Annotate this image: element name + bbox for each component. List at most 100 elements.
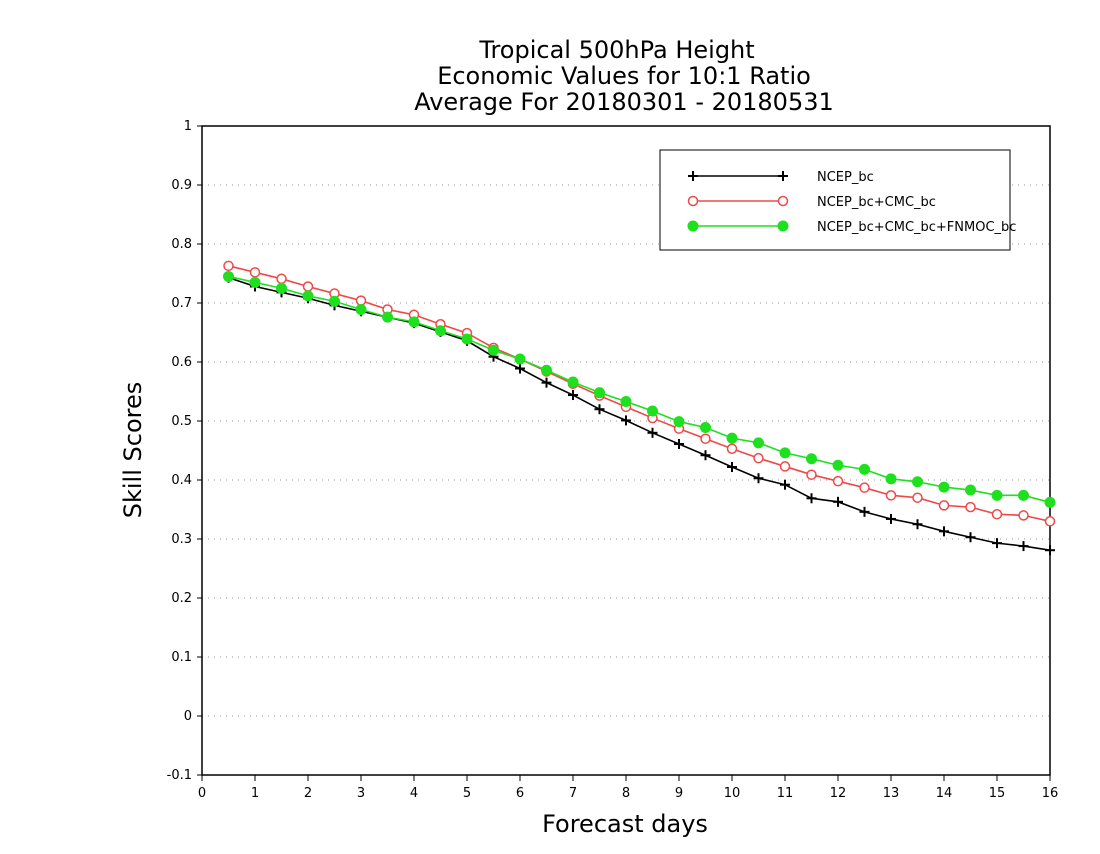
x-tick-label: 3 <box>357 786 365 801</box>
y-tick-label: 0.4 <box>171 473 192 488</box>
y-tick-label: 0.1 <box>171 650 192 665</box>
x-tick-label: 11 <box>777 786 794 801</box>
data-point <box>1044 496 1056 508</box>
data-point <box>726 443 738 454</box>
data-point <box>594 387 605 399</box>
data-point <box>276 282 287 294</box>
legend: NCEP_bc NCEP_bc+CMC_bc NCEP_bc+CMC_bc+FNMO… <box>659 149 1016 251</box>
series-line <box>228 276 1051 552</box>
data-point <box>753 473 764 484</box>
data-point <box>939 526 949 537</box>
data-point <box>779 461 791 472</box>
x-tick-label: 16 <box>1042 786 1059 801</box>
data-point <box>912 519 923 530</box>
x-tick-label: 7 <box>569 786 577 801</box>
data-point <box>1044 516 1056 527</box>
data-point <box>620 396 632 408</box>
data-point <box>832 475 844 487</box>
y-tick-label: 0 <box>184 709 192 724</box>
x-tick-label: 8 <box>622 786 630 801</box>
data-point <box>1018 510 1029 521</box>
data-point <box>223 270 234 282</box>
chart-title-line-3: Average For 20180301 - 20180531 <box>414 88 834 116</box>
data-point <box>514 353 526 365</box>
data-point <box>965 501 976 513</box>
data-point <box>594 404 605 415</box>
data-point <box>673 416 685 428</box>
data-point <box>647 405 658 417</box>
data-point <box>912 476 923 488</box>
x-tick-label: 6 <box>516 786 524 801</box>
data-point <box>885 490 897 501</box>
y-tick-label: -0.1 <box>167 768 192 783</box>
legend-label: NCEP_bc+CMC_bc <box>817 195 936 210</box>
data-point <box>435 325 446 337</box>
data-point <box>382 311 393 323</box>
data-point <box>355 303 367 315</box>
data-point <box>753 452 764 464</box>
data-point <box>779 447 791 459</box>
series-group <box>223 260 1056 556</box>
data-point <box>329 295 340 307</box>
x-tick-label: 15 <box>989 786 1006 801</box>
data-point <box>859 506 870 517</box>
x-tick-label: 4 <box>410 786 418 801</box>
data-point <box>991 508 1003 520</box>
data-point <box>700 433 711 444</box>
y-tick-label: 0.7 <box>171 296 192 311</box>
x-tick-label: 9 <box>675 786 683 801</box>
chart-title-line-2: Economic Values for 10:1 Ratio <box>437 62 811 90</box>
data-point <box>355 295 367 306</box>
data-point <box>674 439 684 450</box>
data-point <box>249 276 261 288</box>
data-point <box>700 421 711 433</box>
data-point <box>777 195 789 207</box>
x-tick-label: 2 <box>304 786 312 801</box>
data-point <box>302 281 314 292</box>
data-point <box>992 538 1002 549</box>
data-point <box>1018 541 1029 552</box>
data-point <box>965 532 976 543</box>
data-point <box>567 376 579 388</box>
y-tick-label: 0.2 <box>171 591 192 606</box>
data-point <box>688 171 698 181</box>
series-1 <box>223 272 1055 556</box>
data-point <box>806 469 817 480</box>
data-point <box>541 377 552 388</box>
series-line <box>228 275 1051 504</box>
data-point <box>515 363 525 374</box>
data-point <box>276 273 287 285</box>
data-point <box>621 415 631 426</box>
data-point <box>727 462 737 473</box>
data-point <box>885 473 897 485</box>
y-tick-label: 1 <box>184 119 192 134</box>
x-axis-label: Forecast days <box>542 810 708 838</box>
data-point <box>647 427 658 438</box>
data-point <box>249 267 261 278</box>
axes: -0.100.10.20.30.40.50.60.70.80.910 1 2 3 4 5 6… <box>167 119 1059 801</box>
y-tick-label: 0.9 <box>171 178 192 193</box>
data-point <box>965 484 976 496</box>
gridlines <box>202 184 1050 717</box>
data-point <box>1018 489 1029 501</box>
series-2 <box>223 260 1056 527</box>
series-3 <box>223 270 1056 508</box>
y-tick-label: 0.3 <box>171 532 192 547</box>
data-point <box>541 364 552 376</box>
chart-title-line-1: Tropical 500hPa Height <box>478 36 754 64</box>
y-tick-label: 0.8 <box>171 237 192 252</box>
data-point <box>461 333 473 345</box>
data-point <box>687 220 699 232</box>
data-point <box>938 500 950 511</box>
data-point <box>886 513 896 524</box>
data-point <box>687 195 699 207</box>
data-point <box>859 463 870 475</box>
data-point <box>223 260 234 272</box>
data-point <box>488 344 499 356</box>
legend-label: NCEP_bc <box>817 170 874 185</box>
x-tick-label: 12 <box>830 786 847 801</box>
data-point <box>832 459 844 471</box>
x-tick-label: 14 <box>936 786 953 801</box>
